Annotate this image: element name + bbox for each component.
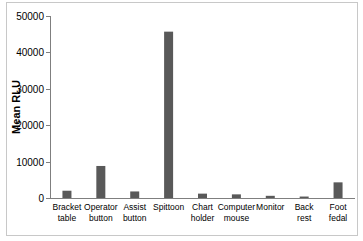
- y-tick-label: 10000: [16, 157, 44, 168]
- x-tick-label-line: holder: [191, 213, 215, 223]
- x-tick-label-line: Spittoon: [153, 202, 184, 212]
- chart-frame: [7, 3, 358, 236]
- bar: [266, 196, 275, 198]
- x-tick-label: Computermouse: [218, 202, 255, 223]
- x-tick-label-line: Computer: [218, 202, 255, 212]
- x-axis-line: [50, 198, 355, 199]
- bar: [300, 197, 309, 198]
- x-tick-label: Brackettable: [53, 202, 82, 223]
- x-tick-label: Chartholder: [191, 202, 215, 223]
- y-tick: [46, 52, 50, 53]
- x-tick-label-line: Chart: [192, 202, 213, 212]
- x-tick-label-line: button: [89, 213, 113, 223]
- bar: [96, 166, 105, 198]
- x-tick-label-line: Foot: [330, 202, 348, 212]
- y-tick-label: 40000: [16, 47, 44, 58]
- x-tick-label-line: table: [58, 213, 77, 223]
- bar: [130, 191, 139, 198]
- x-tick-label-line: mouse: [224, 213, 250, 223]
- x-tick-label-line: Operator: [84, 202, 118, 212]
- x-tick-label-line: Monitor: [256, 202, 285, 212]
- y-tick: [46, 198, 50, 199]
- chart-container: 01000020000300004000050000BrackettableOp…: [0, 0, 363, 241]
- chart-svg: 01000020000300004000050000BrackettableOp…: [0, 0, 363, 241]
- x-tick-label: Spittoon: [153, 202, 184, 212]
- y-tick-label: 0: [38, 193, 44, 204]
- x-tick-label: Backrest: [295, 202, 315, 223]
- y-tick: [46, 16, 50, 17]
- bar: [164, 32, 173, 198]
- x-tick-label-line: rest: [297, 213, 312, 223]
- y-tick: [46, 162, 50, 163]
- x-tick-label: Operatorbutton: [84, 202, 118, 223]
- x-tick-label: Monitor: [256, 202, 285, 212]
- x-tick-label-line: Back: [295, 202, 315, 212]
- y-tick: [46, 89, 50, 90]
- x-tick-label: Assistbutton: [123, 202, 147, 223]
- y-axis-title: Mean RLU: [10, 80, 22, 134]
- bar: [232, 194, 241, 198]
- y-axis-line: [50, 16, 51, 198]
- bars: [62, 32, 342, 198]
- x-tick-label-line: fedal: [329, 213, 348, 223]
- y-tick: [46, 125, 50, 126]
- y-tick-label: 50000: [16, 11, 44, 22]
- bar: [198, 194, 207, 198]
- x-tick-label-line: Bracket: [53, 202, 82, 212]
- x-tick-label-line: Assist: [123, 202, 146, 212]
- bar: [62, 191, 71, 198]
- bar: [334, 182, 343, 198]
- x-tick-label-line: button: [123, 213, 147, 223]
- x-tick-label: Footfedal: [329, 202, 348, 223]
